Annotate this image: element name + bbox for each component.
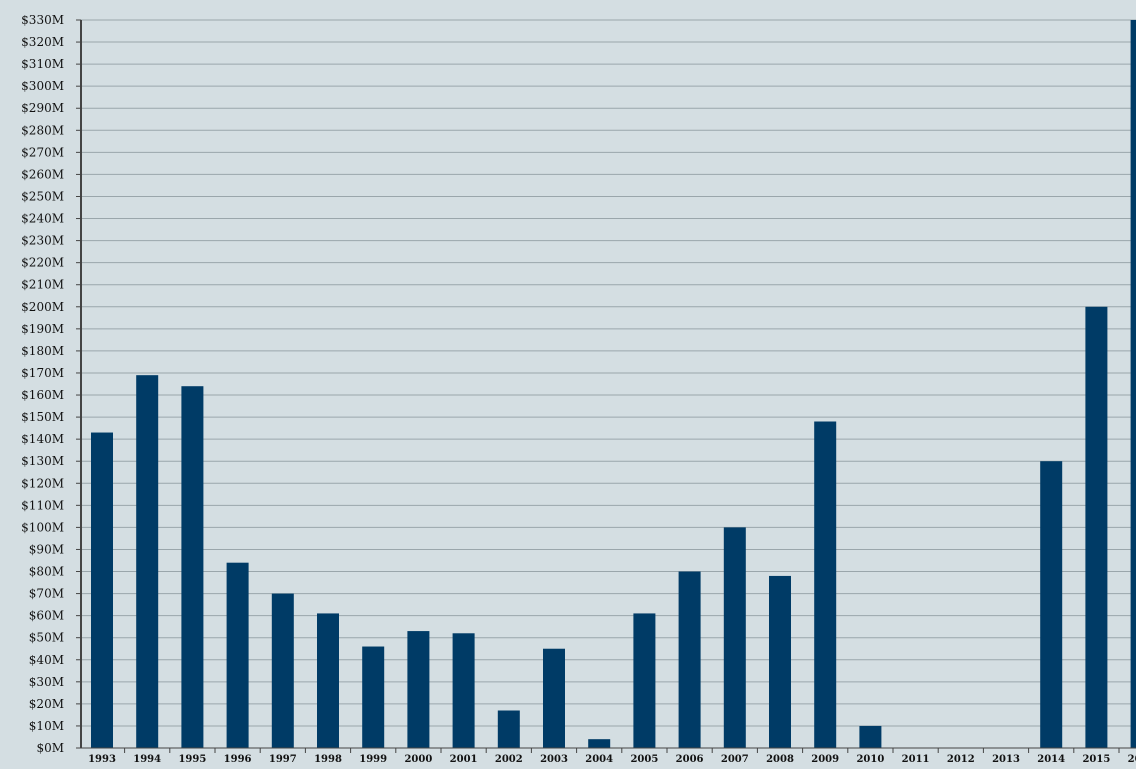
x-tick-label: 2015 xyxy=(1082,754,1110,765)
axes xyxy=(76,19,1136,753)
bar xyxy=(181,386,204,748)
y-tick-label: $0M xyxy=(36,741,64,755)
grid-lines xyxy=(81,19,1136,727)
y-tick-label: $300M xyxy=(21,79,64,93)
bar xyxy=(814,421,837,748)
x-tick-label: 2007 xyxy=(721,754,749,765)
y-tick-label: $30M xyxy=(29,675,64,689)
y-tick-labels: $0M $10M $20M $30M $40M $50M $60M $70M $80M $90M $… xyxy=(21,13,64,755)
bar xyxy=(497,710,520,748)
y-tick-label: $130M xyxy=(21,454,64,468)
bar xyxy=(543,648,565,748)
x-tick-label: 2000 xyxy=(404,754,432,765)
y-tick-label: $330M xyxy=(21,13,64,27)
y-tick-label: $210M xyxy=(21,278,64,292)
x-tick-label: 2008 xyxy=(766,754,794,765)
x-tick-label: 2014 xyxy=(1037,754,1065,765)
bar xyxy=(769,575,791,748)
x-tick-label: 2001 xyxy=(450,754,478,765)
x-tick-label: 1998 xyxy=(314,754,342,765)
y-tick-label: $150M xyxy=(21,410,64,424)
bar xyxy=(407,631,430,748)
x-tick-label: 1993 xyxy=(88,754,116,765)
bar xyxy=(588,739,611,748)
x-tick-label: 2013 xyxy=(992,754,1020,765)
x-tick-labels: 1993 1994 1995 1996 1997 1998 1999 2000 2001 2002… xyxy=(88,754,1136,765)
y-tick-label: $120M xyxy=(21,476,64,490)
bar xyxy=(362,646,385,748)
y-tick-label: $90M xyxy=(29,542,64,556)
y-tick-label: $180M xyxy=(21,344,64,358)
x-tick-label: 2004 xyxy=(585,754,613,765)
bar xyxy=(1040,461,1063,748)
x-tick-label: 2016 xyxy=(1128,754,1136,765)
y-tick-label: $310M xyxy=(21,57,64,71)
bar xyxy=(91,432,113,748)
y-tick-label: $250M xyxy=(21,189,64,203)
y-tick-label: $170M xyxy=(21,366,64,380)
x-tick-label: 2011 xyxy=(902,754,930,765)
x-tick-label: 2005 xyxy=(630,754,658,765)
bar xyxy=(452,633,475,748)
y-tick-label: $40M xyxy=(29,653,64,667)
bar xyxy=(723,527,746,748)
y-tick-label: $280M xyxy=(21,123,64,137)
bar xyxy=(136,375,159,748)
y-tick-label: $260M xyxy=(21,167,64,181)
x-tick-label: 1996 xyxy=(224,754,252,765)
y-tick-label: $60M xyxy=(29,609,64,623)
x-tick-label: 1999 xyxy=(359,754,387,765)
y-tick-label: $20M xyxy=(29,697,64,711)
bar xyxy=(633,613,656,748)
bar xyxy=(678,571,701,748)
bar xyxy=(859,725,882,748)
x-tick-label: 1997 xyxy=(269,754,297,765)
y-tick-label: $160M xyxy=(21,388,64,402)
y-tick-label: $50M xyxy=(29,631,64,645)
x-tick-label: 2003 xyxy=(540,754,568,765)
y-tick-label: $290M xyxy=(21,101,64,115)
y-tick-label: $320M xyxy=(21,35,64,49)
y-tick-label: $70M xyxy=(29,587,64,601)
x-tick-label: 2002 xyxy=(495,754,523,765)
x-tick-label: 1994 xyxy=(133,754,161,765)
y-tick-label: $140M xyxy=(21,432,64,446)
y-tick-label: $100M xyxy=(21,520,64,534)
bar xyxy=(271,593,294,748)
x-tick-label: 2006 xyxy=(676,754,704,765)
y-tick-label: $270M xyxy=(21,145,64,159)
bar xyxy=(1130,20,1136,748)
bar xyxy=(317,613,339,748)
y-tick-label: $220M xyxy=(21,256,64,270)
y-tick-label: $110M xyxy=(21,498,64,512)
bar xyxy=(1085,306,1108,748)
y-tick-label: $240M xyxy=(21,212,64,226)
x-tick-label: 2010 xyxy=(856,754,884,765)
x-tick-label: 2012 xyxy=(947,754,975,765)
y-tick-label: $10M xyxy=(29,719,64,733)
y-tick-label: $80M xyxy=(29,565,64,579)
y-tick-label: $190M xyxy=(21,322,64,336)
bars xyxy=(91,20,1136,748)
x-tick-label: 2009 xyxy=(811,754,839,765)
y-tick-label: $200M xyxy=(21,300,64,314)
bar xyxy=(226,562,249,748)
y-tick-label: $230M xyxy=(21,234,64,248)
x-tick-label: 1995 xyxy=(178,754,206,765)
